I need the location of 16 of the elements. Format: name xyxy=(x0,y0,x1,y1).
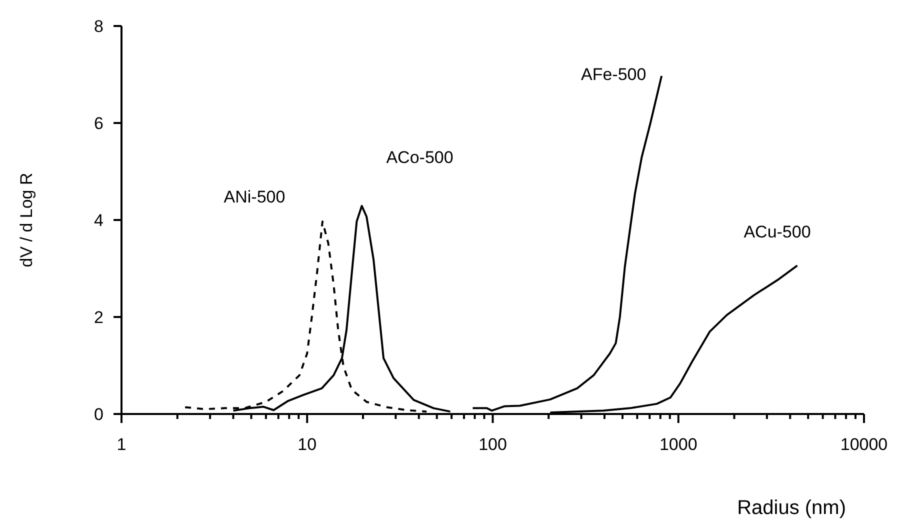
x-tick-label: 10000 xyxy=(840,435,888,454)
x-tick-label: 1000 xyxy=(659,435,698,454)
x-tick-label: 100 xyxy=(478,435,507,454)
y-tick-label: 4 xyxy=(94,211,104,230)
y-tick-label: 6 xyxy=(94,114,104,133)
series-label: AFe-500 xyxy=(580,64,646,84)
x-axis-title: Radius (nm) xyxy=(737,497,846,519)
text: ANi-500 xyxy=(224,187,286,206)
y-tick-label: 8 xyxy=(94,17,104,36)
y-tick-label: 0 xyxy=(94,405,104,424)
text: ACo-500 xyxy=(386,148,454,167)
x-tick-label: 10 xyxy=(298,435,317,454)
x-tick-label: 1 xyxy=(116,435,126,454)
series-label: ACu-500 xyxy=(744,222,811,242)
y-axis-title: dV / d Log R xyxy=(17,172,36,268)
y-tick-label: 2 xyxy=(94,308,104,327)
